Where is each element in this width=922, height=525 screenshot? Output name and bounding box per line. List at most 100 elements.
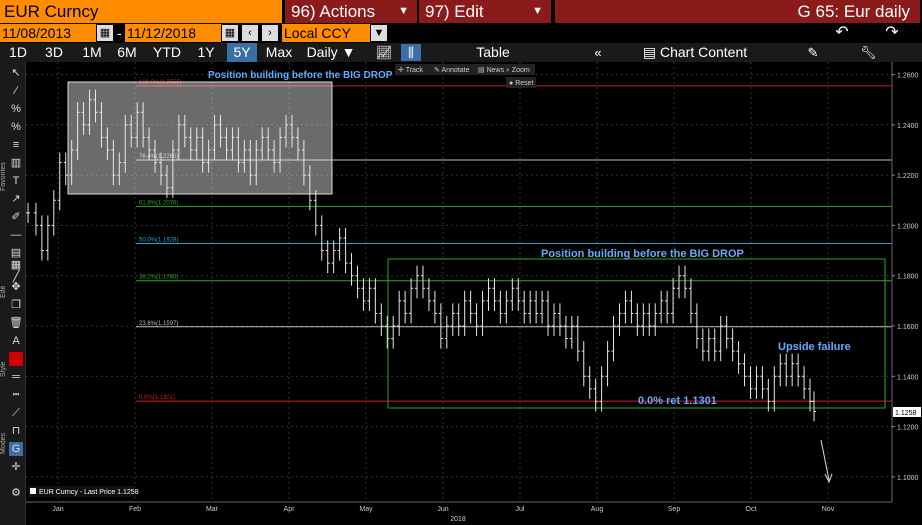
- date-separator: -: [117, 25, 122, 41]
- fib-tool-icon[interactable]: %: [11, 103, 21, 115]
- pointer-icon[interactable]: ↖: [11, 67, 21, 79]
- undo-icon[interactable]: ↶: [835, 24, 849, 41]
- down-arrow-head: [824, 473, 833, 484]
- double-chevron-left-icon[interactable]: «: [594, 45, 602, 60]
- fib-label: 50.0%(1.1928): [139, 238, 178, 244]
- grid-layer: [26, 62, 892, 502]
- stack-tool-icon[interactable]: ▦: [10, 259, 22, 271]
- y-tick-label: 1.1200: [897, 425, 919, 432]
- fib-label: 38.2%(1.1780): [139, 275, 178, 281]
- line-tool-icon[interactable]: ∕: [15, 85, 17, 97]
- snap-mode-icon[interactable]: G: [9, 442, 23, 456]
- track-control: ✛ Track: [398, 66, 423, 74]
- copy-tool-icon[interactable]: ❐: [11, 299, 21, 311]
- year-label: 2018: [450, 516, 466, 523]
- font-tool-icon[interactable]: A: [12, 335, 20, 347]
- bar-chart-icon[interactable]: ⫼: [401, 44, 421, 61]
- chart-content-label: Chart Content: [659, 44, 748, 60]
- diagonal-icon[interactable]: ⟋: [12, 407, 20, 419]
- range-ytd[interactable]: YTD: [153, 44, 181, 60]
- news-control: ▤ News: [478, 67, 505, 74]
- caret-down-icon[interactable]: ▼: [371, 25, 387, 41]
- range-3d[interactable]: 3D: [45, 44, 63, 60]
- x-tick-label: Apr: [284, 506, 296, 513]
- currency-select[interactable]: Local CCY: [282, 24, 370, 42]
- range-max[interactable]: Max: [265, 44, 293, 60]
- edit-pencil-icon[interactable]: ✎: [807, 45, 819, 60]
- line-chart-icon[interactable]: 📈︎: [375, 45, 393, 60]
- chart-area[interactable]: 100.0%(1.2555) 76.4%(1.2260) 61.8%(1.2076)…: [26, 62, 922, 525]
- color-swatch-icon[interactable]: [9, 352, 23, 366]
- range-6m[interactable]: 6M: [117, 44, 137, 60]
- chart-title: G 65: Eur daily: [791, 0, 916, 23]
- caret-down-icon: ▼: [532, 5, 543, 17]
- range-1m[interactable]: 1M: [82, 44, 102, 60]
- edit-side-label: Edit: [0, 285, 7, 299]
- annotation-position-building-2: Position building before the BIG DROP: [541, 248, 744, 260]
- actions-menu[interactable]: 96) Actions ▼: [285, 0, 417, 23]
- chart-controls[interactable]: ✛ Track ✎ Annotate ▤ News ⌕ Zoom ● Reset: [395, 64, 536, 88]
- line-style-icon[interactable]: ┅: [12, 389, 20, 401]
- x-tick-label: Aug: [591, 506, 604, 513]
- redo-icon[interactable]: ↷: [885, 24, 899, 41]
- ray-tool-icon[interactable]: ↗: [11, 193, 21, 205]
- x-tick-label: Jun: [437, 506, 448, 513]
- drawing-tool-strip: Favorites Edit Style Modes ↖ ∕ % % ≡ ▥ T…: [0, 62, 26, 525]
- price-chart[interactable]: 100.0%(1.2555) 76.4%(1.2260) 61.8%(1.2076)…: [26, 62, 922, 525]
- delete-tool-icon[interactable]: 🗑︎: [9, 317, 23, 329]
- range-5y[interactable]: 5Y: [227, 43, 257, 62]
- y-tick-label: 1.1600: [897, 324, 919, 331]
- top-bar: EUR Curncy 96) Actions ▼ 97) Edit ▼ G 65…: [0, 0, 922, 23]
- actions-label: 96) Actions: [291, 2, 376, 21]
- line-width-icon[interactable]: ═: [12, 371, 20, 383]
- gear-icon[interactable]: ⚙: [11, 487, 21, 499]
- y-tick-label: 1.1400: [897, 374, 919, 381]
- wrench-icon[interactable]: 🔧︎: [860, 45, 877, 60]
- edit-menu[interactable]: 97) Edit ▼: [419, 0, 551, 23]
- calendar-icon[interactable]: ▦: [222, 25, 238, 41]
- last-price-label: 1.1258: [895, 410, 917, 417]
- pen-tool-icon[interactable]: ✐: [11, 211, 21, 223]
- chevron-left-icon[interactable]: ‹: [242, 25, 258, 41]
- reset-bg: [506, 77, 536, 88]
- caret-down-icon: ▼: [398, 5, 409, 17]
- channel-tool-icon[interactable]: ≡: [12, 139, 20, 151]
- start-date-field[interactable]: 11/08/2013: [0, 24, 96, 42]
- y-tick-label: 1.2000: [897, 223, 919, 230]
- x-tick-label: Jan: [52, 506, 63, 513]
- frequency-label: Daily: [306, 44, 338, 60]
- frequency-select[interactable]: Daily ▼: [306, 44, 356, 60]
- slash-tool-icon[interactable]: ╱: [12, 271, 20, 283]
- chevron-right-icon[interactable]: ›: [262, 25, 278, 41]
- layers-tool-icon[interactable]: ▤: [10, 247, 22, 259]
- table-button[interactable]: Table: [476, 44, 510, 60]
- x-tick-label: Jul: [516, 506, 525, 513]
- favorites-label: Favorites: [0, 162, 7, 192]
- annotation-position-building-1: Position building before the BIG DROP: [208, 70, 393, 81]
- modes-side-label: Modes: [0, 432, 7, 454]
- move-tool-icon[interactable]: ✥: [11, 281, 21, 293]
- annotation-retracement-level: 0.0% ret 1.1301: [638, 395, 717, 407]
- down-arrow: [820, 439, 830, 481]
- reset-control: ● Reset: [509, 80, 534, 87]
- crosshair-mode-icon[interactable]: ✛: [11, 461, 21, 473]
- x-tick-label: Oct: [746, 506, 757, 513]
- text-tool-icon[interactable]: T: [12, 175, 20, 187]
- range-1d[interactable]: 1D: [9, 44, 27, 60]
- calendar-icon[interactable]: ▦: [97, 25, 113, 41]
- legend-bg: [28, 486, 136, 497]
- bar-tool-icon[interactable]: ▥: [10, 157, 22, 169]
- range-1y[interactable]: 1Y: [197, 44, 215, 60]
- price-bars: [26, 89, 816, 422]
- end-date-field[interactable]: 11/12/2018: [125, 24, 221, 42]
- y-tick-label: 1.1000: [897, 475, 919, 482]
- percent-tool-icon[interactable]: %: [11, 121, 21, 133]
- x-tick-label: Feb: [129, 506, 141, 513]
- y-tick-label: 1.1800: [897, 274, 919, 281]
- ticker-label[interactable]: EUR Curncy: [0, 0, 282, 23]
- fib-label: 61.8%(1.2076): [139, 200, 178, 206]
- magnet-icon[interactable]: ⊓: [11, 425, 21, 437]
- hline-tool-icon[interactable]: —: [10, 229, 22, 241]
- chart-content-button[interactable]: ▤ Chart Content: [640, 43, 750, 62]
- y-tick-label: 1.2200: [897, 173, 919, 180]
